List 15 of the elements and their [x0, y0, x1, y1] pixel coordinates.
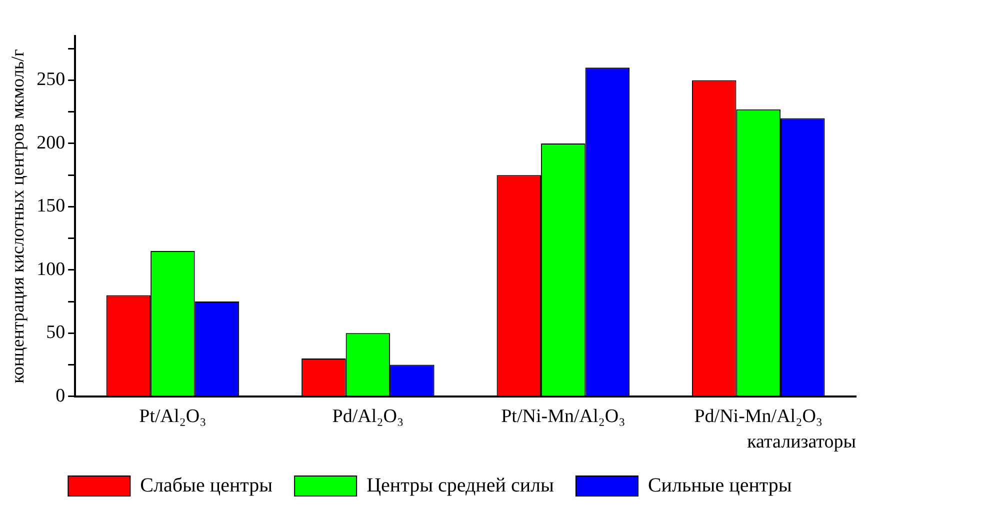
- y-tick-label: 100: [36, 258, 66, 280]
- x-axis-title: катализаторы: [747, 432, 856, 453]
- y-tick-label: 200: [36, 132, 66, 154]
- x-tick-label: Pt/Ni-Mn/Al₂O₃: [501, 406, 626, 427]
- y-tick-label: 250: [36, 69, 66, 90]
- y-tick-label: 150: [36, 196, 66, 217]
- x-tick-label: Pd/Al₂O₃: [332, 406, 404, 427]
- x-tick-label: Pt/Al₂O₃: [139, 406, 206, 427]
- y-tick-label: 50: [46, 322, 66, 344]
- y-tick-label: 0: [56, 385, 66, 406]
- x-tick-label: Pd/Ni-Mn/Al₂O₃: [694, 406, 823, 427]
- legend-label: Центры средней силы: [366, 474, 554, 496]
- legend-label: Слабые центры: [140, 474, 273, 496]
- y-axis-title: концентрация кислотных центров мкмоль/г: [8, 49, 28, 384]
- legend-label: Сильные центры: [648, 474, 792, 496]
